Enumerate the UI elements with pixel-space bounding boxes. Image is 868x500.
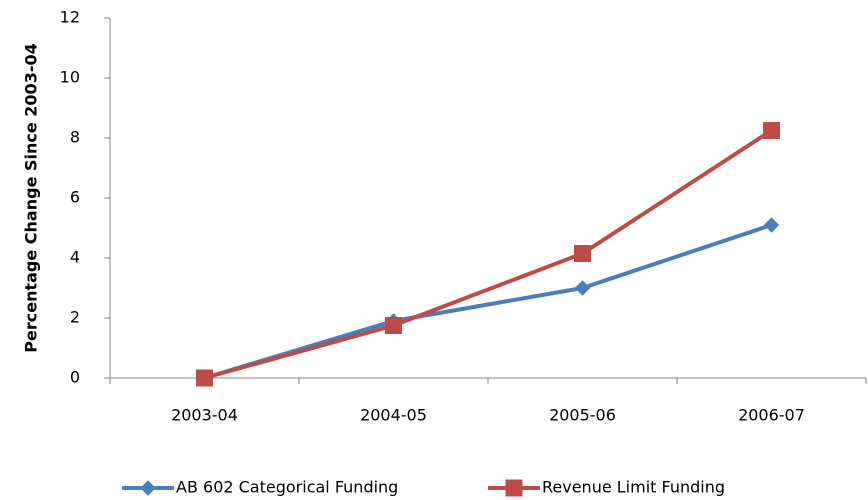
y-tick-label: 10 xyxy=(60,68,80,87)
y-tick-label: 2 xyxy=(70,308,80,327)
y-tick-label: 12 xyxy=(60,8,80,27)
x-tick-label: 2004-05 xyxy=(360,406,427,425)
data-point xyxy=(763,122,780,139)
x-tick-label: 2005-06 xyxy=(549,406,616,425)
data-point xyxy=(574,245,591,262)
data-point xyxy=(574,280,591,296)
legend-label: AB 602 Categorical Funding xyxy=(176,478,398,497)
x-tick-label: 2006-07 xyxy=(738,406,805,425)
y-tick-label: 4 xyxy=(70,248,80,267)
data-point xyxy=(763,217,780,233)
y-tick-label: 0 xyxy=(70,368,80,387)
legend-marker xyxy=(505,479,523,497)
y-axis-label: Percentage Change Since 2003-04 xyxy=(22,43,41,352)
series-line xyxy=(203,223,773,380)
data-point xyxy=(385,317,402,334)
y-tick-label: 8 xyxy=(70,128,80,147)
series-line xyxy=(203,128,773,380)
legend-marker xyxy=(140,480,156,496)
legend-label: Revenue Limit Funding xyxy=(542,478,725,497)
y-tick-label: 6 xyxy=(70,188,80,207)
x-tick-label: 2003-04 xyxy=(171,406,238,425)
data-point xyxy=(196,369,213,387)
